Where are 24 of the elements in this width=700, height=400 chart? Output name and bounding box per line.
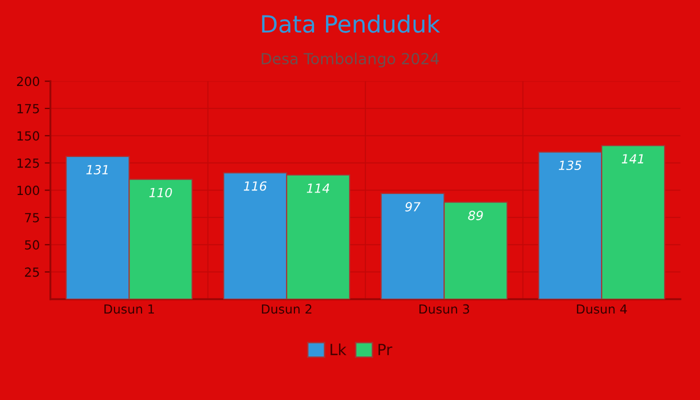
y-tick-label: 200 [17,76,40,86]
y-tick-label: 175 [17,104,39,114]
data-label: 131 [86,164,108,174]
data-label: 110 [149,188,172,198]
y-tick-label: 100 [17,186,40,196]
data-label: 135 [558,160,582,170]
y-tick-label: 125 [17,158,39,168]
x-tick-label: Dusun 4 [576,304,627,314]
chart-title: Data Penduduk [262,14,440,33]
data-label: 89 [468,210,483,220]
x-tick-label: Dusun 1 [104,304,154,314]
data-label: 116 [244,181,267,191]
y-tick-label: 25 [24,267,39,277]
y-tick-label: 50 [25,240,40,250]
chart-subtitle: Desa Tombolango 2024 [262,52,439,68]
x-tick-label: Dusun 3 [419,304,470,314]
data-label: 141 [622,154,644,164]
y-tick-label: 150 [17,131,40,141]
data-label: 114 [306,184,330,193]
legend-label: Pr [378,344,392,356]
y-tick-label: 75 [25,213,39,222]
data-label: 97 [405,202,420,212]
x-tick-label: Dusun 2 [262,304,312,314]
legend-label: Lk [330,343,346,356]
